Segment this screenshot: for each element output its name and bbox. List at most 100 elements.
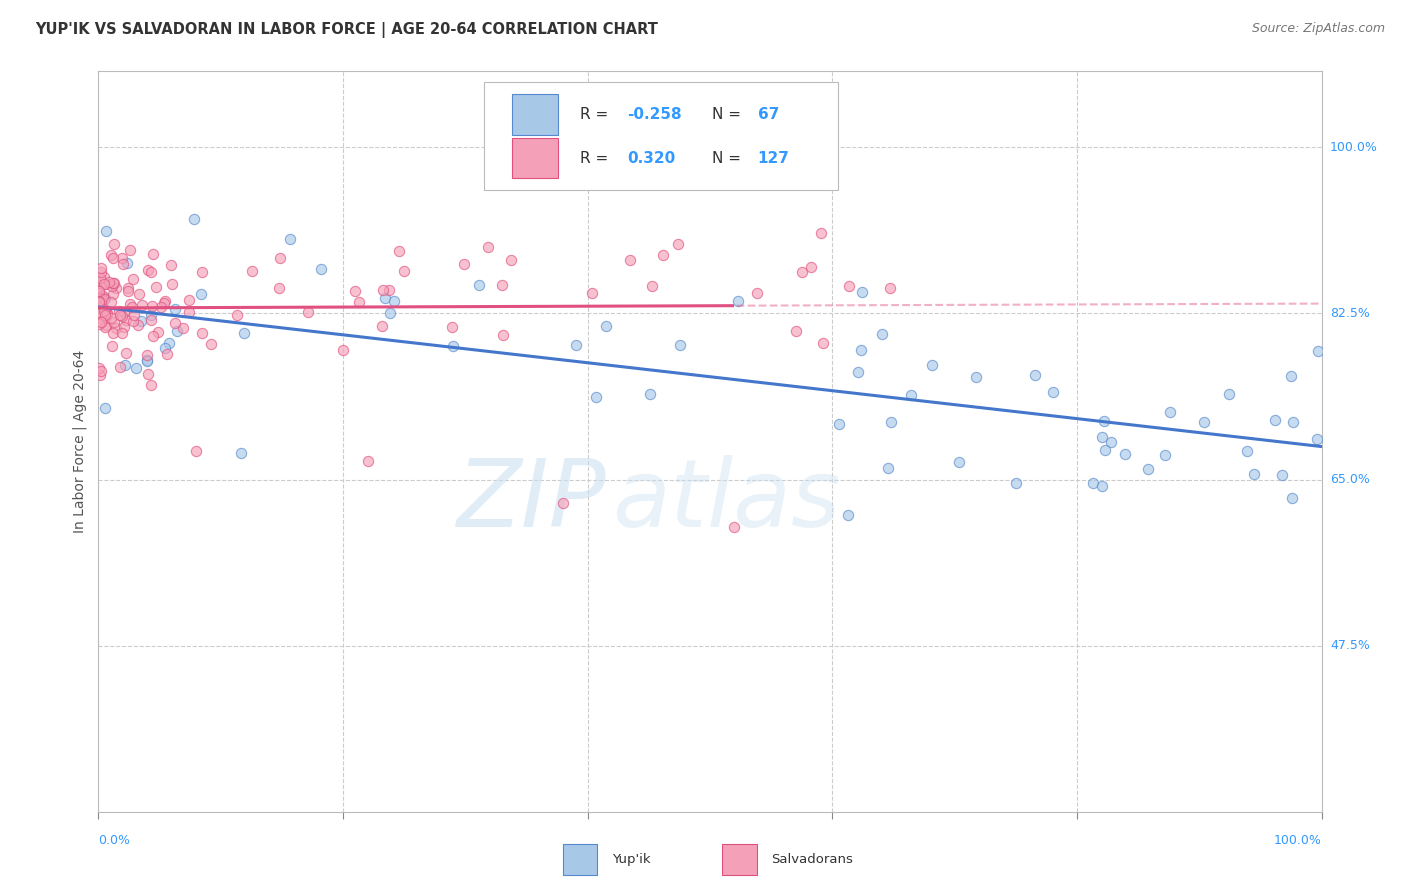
Point (93, 269, 115, 284)
Point (1306, 432, 1329, 446)
Text: R =: R = (581, 151, 613, 166)
Text: N =: N = (713, 107, 747, 121)
Point (131, 313, 153, 327)
Point (136, 352, 159, 367)
Point (100, 310, 122, 325)
Point (163, 302, 186, 317)
Point (159, 258, 181, 272)
Point (177, 305, 200, 319)
Point (93, 303, 115, 318)
FancyBboxPatch shape (723, 845, 756, 875)
Point (100, 295, 122, 310)
Point (103, 236, 125, 251)
Text: 0.320: 0.320 (627, 151, 675, 166)
Point (153, 341, 176, 355)
Text: 65.0%: 65.0% (1330, 473, 1369, 486)
Point (565, 338, 588, 352)
Point (1159, 405, 1181, 419)
Point (851, 285, 873, 300)
Point (585, 390, 607, 404)
Point (111, 252, 134, 266)
Point (619, 252, 641, 267)
Point (131, 298, 153, 312)
Point (90, 265, 112, 279)
Point (157, 336, 180, 351)
Point (142, 329, 165, 343)
Text: 127: 127 (758, 151, 790, 166)
Point (849, 343, 872, 358)
Point (101, 326, 124, 340)
Point (581, 285, 603, 300)
Point (94, 401, 117, 416)
Point (94, 224, 117, 238)
Point (747, 286, 769, 301)
Point (269, 251, 291, 265)
Point (1264, 412, 1286, 426)
Point (1094, 443, 1116, 458)
Point (468, 278, 491, 293)
Point (142, 247, 165, 261)
Point (90, 364, 112, 378)
Point (790, 265, 813, 279)
Point (121, 272, 143, 286)
Text: 100.0%: 100.0% (1274, 834, 1322, 847)
Point (727, 294, 749, 309)
Point (94, 308, 117, 322)
Point (453, 257, 475, 271)
Point (121, 314, 143, 328)
Text: Salvadorans: Salvadorans (772, 854, 853, 866)
Point (392, 264, 415, 278)
FancyBboxPatch shape (484, 82, 838, 190)
Point (440, 319, 463, 334)
Point (668, 338, 690, 352)
Text: 82.5%: 82.5% (1330, 307, 1369, 320)
Point (1154, 448, 1177, 462)
Point (309, 261, 332, 276)
Point (89, 271, 111, 285)
Point (870, 327, 893, 342)
Point (297, 305, 319, 319)
Point (114, 346, 136, 360)
Point (1218, 387, 1240, 401)
Point (810, 226, 832, 240)
Point (1282, 415, 1305, 429)
Text: Source: ZipAtlas.com: Source: ZipAtlas.com (1251, 22, 1385, 36)
Point (1236, 443, 1258, 458)
Point (948, 455, 970, 469)
Point (800, 260, 823, 275)
Point (811, 335, 834, 350)
Point (240, 263, 263, 277)
Point (441, 339, 464, 353)
Point (382, 293, 405, 308)
Point (163, 316, 186, 330)
Point (121, 300, 143, 314)
Point (96, 306, 118, 320)
Point (93, 304, 115, 318)
Point (371, 319, 394, 334)
Point (146, 325, 169, 339)
Point (90, 277, 112, 292)
Point (115, 313, 138, 327)
Point (499, 253, 522, 268)
Point (104, 281, 127, 295)
Point (638, 386, 661, 401)
Point (1279, 369, 1302, 384)
Point (387, 244, 409, 259)
FancyBboxPatch shape (512, 94, 558, 135)
Point (200, 337, 222, 351)
Point (838, 279, 860, 293)
Point (111, 258, 134, 272)
Point (492, 327, 515, 342)
Point (96, 277, 118, 292)
Point (91, 313, 114, 327)
FancyBboxPatch shape (564, 845, 598, 875)
Point (139, 265, 162, 279)
Point (785, 324, 807, 338)
Point (94, 319, 117, 334)
Point (640, 279, 662, 293)
Point (122, 308, 145, 322)
Point (93, 292, 115, 306)
Text: 0.0%: 0.0% (98, 834, 131, 847)
Point (93, 277, 115, 291)
Point (344, 285, 367, 299)
